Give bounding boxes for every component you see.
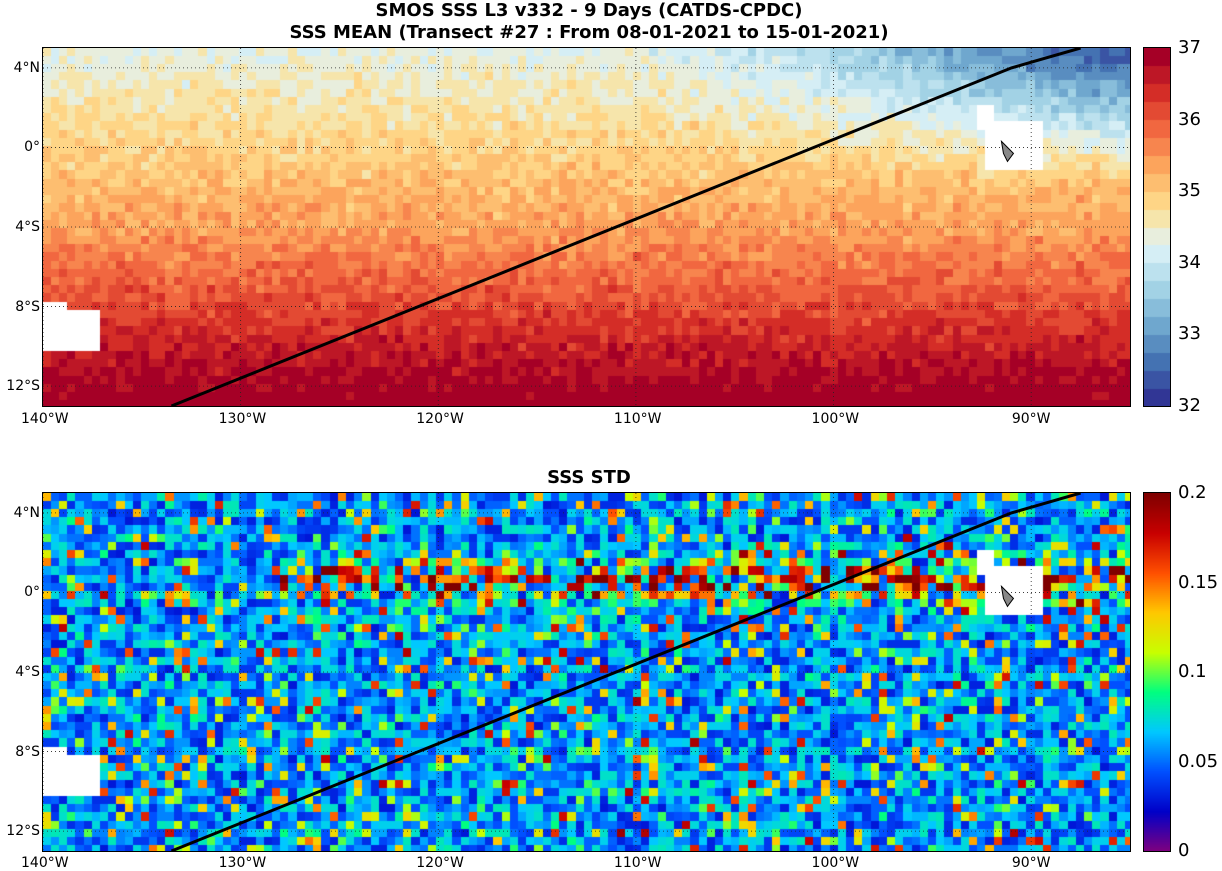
- std-colorbar-tick-2: 0.1: [1178, 661, 1207, 682]
- mean-lon-tick-4: 100°W: [811, 411, 860, 427]
- std-lon-tick-3: 110°W: [613, 855, 662, 871]
- std-lon-tick-1: 130°W: [218, 855, 267, 871]
- mean-colorbar-tick-1: 36: [1178, 108, 1201, 130]
- mean-colorbar-tick-5: 32: [1178, 395, 1201, 416]
- mean-lat-tick-4: 12°S: [6, 378, 40, 395]
- sss-std-map: [42, 492, 1131, 852]
- mean-galapagos-island: [1000, 139, 1015, 163]
- std-lon-tick-4: 100°W: [811, 855, 860, 871]
- std-transect-line: [170, 493, 1082, 851]
- std-title: SSS STD: [547, 467, 631, 488]
- sss-std-colorbar-gradient: [1144, 493, 1170, 851]
- mean-colorbar-tick-0: 37: [1178, 37, 1201, 58]
- mean-colorbar-tick-3: 34: [1178, 251, 1201, 273]
- mean-lon-tick-2: 120°W: [416, 411, 464, 427]
- main-title: SMOS SSS L3 v332 - 9 Days (CATDS-CPDC): [375, 0, 803, 21]
- sss-std-raster: [43, 493, 1130, 851]
- std-colorbar-tick-4: 0: [1178, 840, 1190, 861]
- mean-lon-tick-5: 90°W: [1011, 411, 1051, 427]
- mean-subtitle: SSS MEAN (Transect #27 : From 08-01-2021…: [289, 22, 889, 43]
- mean-lon-tick-1: 130°W: [218, 411, 267, 427]
- sss-mean-colorbar: [1143, 47, 1171, 407]
- sss-std-colorbar: [1143, 492, 1171, 852]
- sss-mean-raster: [43, 48, 1130, 406]
- sss-mean-overlay: [43, 48, 1130, 406]
- sss-std-overlay: [43, 493, 1130, 851]
- sss-mean-map: [42, 47, 1131, 407]
- mean-lon-tick-3: 110°W: [613, 411, 662, 427]
- std-galapagos-island: [1000, 584, 1015, 608]
- std-colorbar-tick-1: 0.15: [1178, 571, 1219, 593]
- std-lon-tick-2: 120°W: [416, 855, 464, 871]
- std-lat-tick-3: 8°S: [15, 743, 40, 760]
- std-lat-tick-1: 0°: [24, 584, 40, 601]
- std-lat-tick-2: 4°S: [15, 664, 40, 680]
- mean-lat-tick-2: 4°S: [15, 219, 40, 235]
- std-lat-tick-4: 12°S: [6, 823, 40, 840]
- mean-lat-tick-0: 4°N: [13, 59, 40, 76]
- mean-transect-line: [170, 48, 1082, 406]
- std-lon-tick-0: 140°W: [21, 855, 69, 871]
- mean-colorbar-tick-4: 33: [1178, 323, 1201, 345]
- std-lon-tick-5: 90°W: [1011, 855, 1051, 871]
- mean-lon-tick-0: 140°W: [21, 411, 69, 427]
- mean-lat-tick-1: 0°: [24, 139, 40, 156]
- sss-mean-colorbar-gradient: [1144, 48, 1170, 406]
- std-lat-tick-0: 4°N: [13, 504, 40, 521]
- mean-lat-tick-3: 8°S: [15, 298, 40, 315]
- std-colorbar-tick-0: 0.2: [1178, 482, 1207, 503]
- std-colorbar-tick-3: 0.05: [1178, 750, 1219, 772]
- mean-colorbar-tick-2: 35: [1178, 180, 1201, 202]
